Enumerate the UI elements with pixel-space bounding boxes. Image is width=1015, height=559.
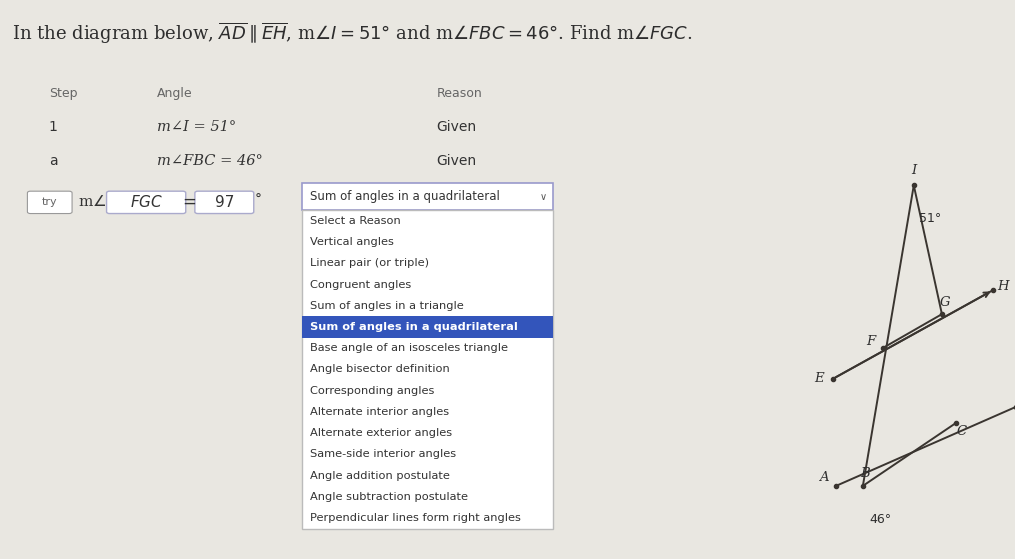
Text: In the diagram below, $\overline{AD} \parallel \overline{EH}$, m$\angle I = 51°$: In the diagram below, $\overline{AD} \pa… xyxy=(12,21,692,46)
Bar xyxy=(302,316,553,338)
Text: I: I xyxy=(911,164,917,177)
FancyBboxPatch shape xyxy=(195,191,254,214)
Text: °: ° xyxy=(255,193,262,207)
Text: Angle bisector definition: Angle bisector definition xyxy=(310,364,450,375)
Text: 1: 1 xyxy=(49,120,58,134)
FancyBboxPatch shape xyxy=(27,191,72,214)
Text: Corresponding angles: Corresponding angles xyxy=(310,386,434,396)
Text: Sum of angles in a triangle: Sum of angles in a triangle xyxy=(310,301,463,311)
Text: Congruent angles: Congruent angles xyxy=(310,280,411,290)
Text: 97: 97 xyxy=(214,195,234,210)
Text: Angle addition postulate: Angle addition postulate xyxy=(310,471,450,481)
Text: E: E xyxy=(815,372,824,385)
Text: Base angle of an isosceles triangle: Base angle of an isosceles triangle xyxy=(310,343,508,353)
Text: B: B xyxy=(861,467,870,480)
Text: Alternate exterior angles: Alternate exterior angles xyxy=(310,428,452,438)
Bar xyxy=(302,210,553,529)
Text: try: try xyxy=(42,197,58,207)
Text: ∨: ∨ xyxy=(539,192,547,202)
Text: Given: Given xyxy=(436,120,477,134)
Bar xyxy=(302,183,553,210)
Text: Given: Given xyxy=(436,154,477,168)
Text: C: C xyxy=(956,425,966,438)
Text: Sum of angles in a quadrilateral: Sum of angles in a quadrilateral xyxy=(310,190,499,203)
Text: 46°: 46° xyxy=(869,513,891,526)
Text: G: G xyxy=(940,296,950,309)
Text: m$\angle$: m$\angle$ xyxy=(78,194,107,209)
Text: Sum of angles in a quadrilateral: Sum of angles in a quadrilateral xyxy=(310,322,518,332)
Text: a: a xyxy=(49,154,57,168)
Text: Reason: Reason xyxy=(436,87,482,100)
Text: Angle subtraction postulate: Angle subtraction postulate xyxy=(310,492,468,502)
Text: =: = xyxy=(182,192,196,210)
Text: Step: Step xyxy=(49,87,77,100)
Text: Angle: Angle xyxy=(157,87,193,100)
Text: Select a Reason: Select a Reason xyxy=(310,216,400,226)
Text: Perpendicular lines form right angles: Perpendicular lines form right angles xyxy=(310,513,521,523)
Text: F: F xyxy=(866,335,875,348)
Text: Vertical angles: Vertical angles xyxy=(310,237,394,247)
Text: m∠FBC = 46°: m∠FBC = 46° xyxy=(157,154,263,168)
Text: Alternate interior angles: Alternate interior angles xyxy=(310,407,449,417)
Text: 51°: 51° xyxy=(919,212,941,225)
Text: $FGC$: $FGC$ xyxy=(130,195,162,210)
Text: Same-side interior angles: Same-side interior angles xyxy=(310,449,456,459)
Text: A: A xyxy=(819,471,828,484)
FancyBboxPatch shape xyxy=(107,191,186,214)
Text: m∠I = 51°: m∠I = 51° xyxy=(157,120,236,134)
Text: Linear pair (or triple): Linear pair (or triple) xyxy=(310,258,428,268)
Text: H: H xyxy=(998,280,1009,293)
